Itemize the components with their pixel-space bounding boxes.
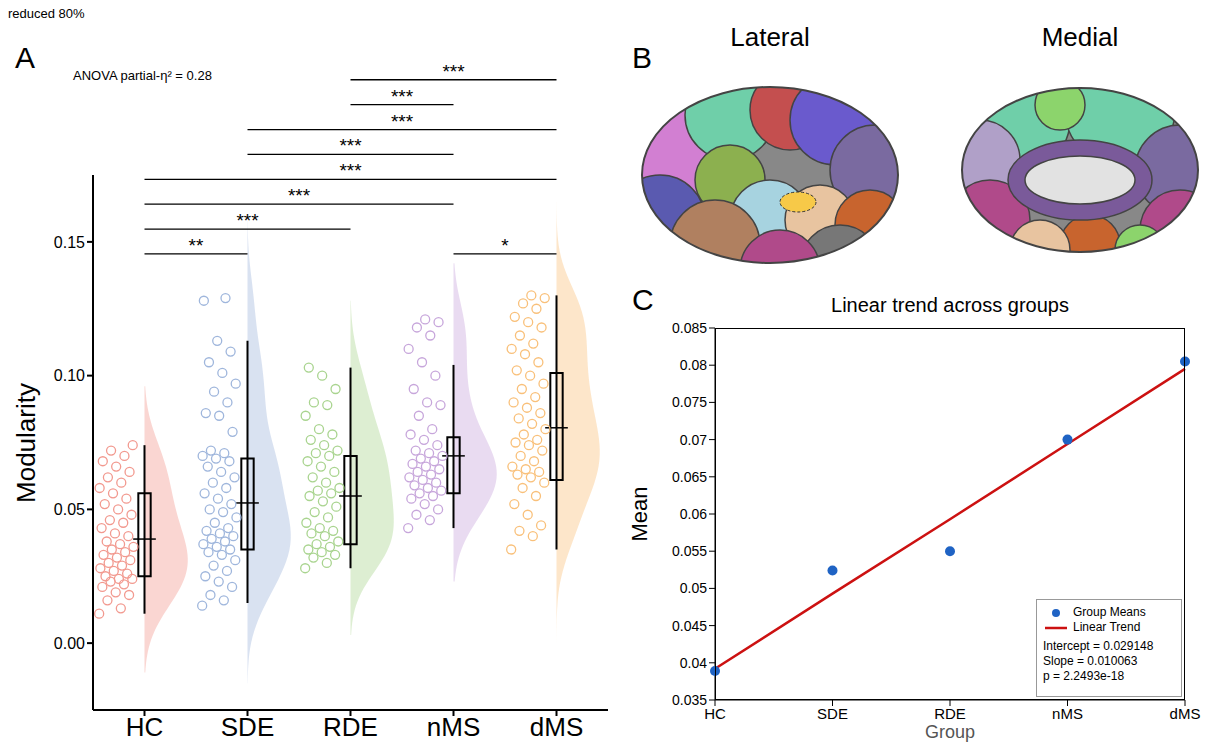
svg-text:***: *** xyxy=(339,160,362,181)
svg-text:0.07: 0.07 xyxy=(680,432,707,448)
svg-text:***: *** xyxy=(391,111,414,132)
html-text:Mean: Mean xyxy=(627,486,652,542)
svg-text:0.00: 0.00 xyxy=(54,635,85,652)
svg-text:0.055: 0.055 xyxy=(672,543,707,559)
html-text:reduced 80%: reduced 80% xyxy=(8,6,85,21)
svg-text:HC: HC xyxy=(704,705,726,722)
svg-text:dMS: dMS xyxy=(1170,705,1201,722)
svg-text:0.06: 0.06 xyxy=(680,506,707,522)
svg-text:***: *** xyxy=(442,61,465,82)
svg-text:0.05: 0.05 xyxy=(54,501,85,518)
svg-text:***: *** xyxy=(391,86,414,107)
html-text:ANOVA partial-η² = 0.28: ANOVA partial-η² = 0.28 xyxy=(73,68,212,83)
svg-text:nMS: nMS xyxy=(1052,705,1083,722)
html-text:Linear Trend: Linear Trend xyxy=(1073,620,1141,634)
svg-text:SDE: SDE xyxy=(221,712,274,742)
svg-text:*: * xyxy=(501,235,509,256)
svg-text:***: *** xyxy=(288,185,311,206)
html-text:C: C xyxy=(632,283,654,316)
html-text:A: A xyxy=(15,41,35,74)
svg-text:***: *** xyxy=(339,135,362,156)
svg-text:RDE: RDE xyxy=(323,712,378,742)
svg-text:0.10: 0.10 xyxy=(54,367,85,384)
html-text:Slope = 0.010063: Slope = 0.010063 xyxy=(1043,654,1138,668)
svg-text:0.085: 0.085 xyxy=(672,320,707,336)
svg-text:***: *** xyxy=(236,210,259,231)
html-text:Group Means: Group Means xyxy=(1073,605,1146,619)
svg-text:0.065: 0.065 xyxy=(672,469,707,485)
html-text:Linear trend across groups: Linear trend across groups xyxy=(831,294,1069,316)
svg-text:dMS: dMS xyxy=(530,712,583,742)
svg-text:**: ** xyxy=(189,235,204,256)
html-text:Group: Group xyxy=(925,722,975,742)
html-text:Medial: Medial xyxy=(1041,22,1119,52)
svg-text:0.075: 0.075 xyxy=(672,394,707,410)
svg-text:RDE: RDE xyxy=(934,705,966,722)
svg-text:SDE: SDE xyxy=(817,705,848,722)
svg-text:nMS: nMS xyxy=(427,712,480,742)
svg-text:0.04: 0.04 xyxy=(680,655,707,671)
html-text:Intercept = 0.029148: Intercept = 0.029148 xyxy=(1043,639,1154,653)
svg-text:0.05: 0.05 xyxy=(680,580,707,596)
html-text:B: B xyxy=(632,41,652,74)
svg-text:0.08: 0.08 xyxy=(680,357,707,373)
html-text:Lateral: Lateral xyxy=(730,22,810,52)
svg-text:0.045: 0.045 xyxy=(672,618,707,634)
svg-text:0.15: 0.15 xyxy=(54,234,85,251)
svg-text:0.035: 0.035 xyxy=(672,692,707,708)
svg-text:HC: HC xyxy=(126,712,164,742)
html-text:p = 2.2493e-18: p = 2.2493e-18 xyxy=(1043,669,1125,683)
html-text:Modularity: Modularity xyxy=(10,382,41,503)
